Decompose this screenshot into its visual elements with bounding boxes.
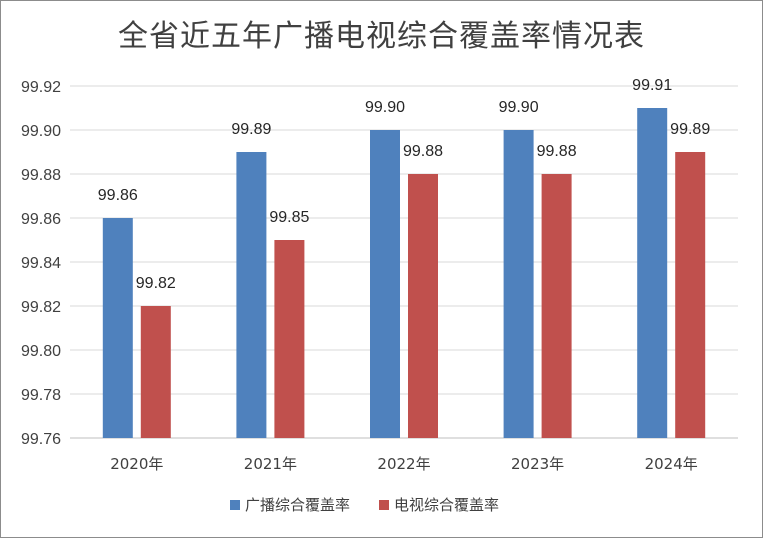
bar-broadcast bbox=[637, 108, 668, 438]
y-tick-label: 99.86 bbox=[21, 211, 61, 228]
bar-broadcast bbox=[503, 130, 534, 438]
x-tick-label: 2021年 bbox=[244, 455, 297, 473]
data-label: 99.89 bbox=[231, 121, 271, 138]
x-tick-label: 2023年 bbox=[511, 455, 564, 473]
legend-swatch bbox=[379, 500, 389, 510]
x-tick-label: 2024年 bbox=[645, 455, 698, 473]
legend-label: 广播综合覆盖率 bbox=[245, 496, 350, 514]
bar-tv bbox=[541, 174, 572, 438]
bar-tv bbox=[675, 152, 706, 438]
y-tick-label: 99.84 bbox=[21, 255, 61, 272]
data-label: 99.82 bbox=[136, 275, 176, 292]
data-label: 99.86 bbox=[98, 187, 138, 204]
data-label: 99.88 bbox=[537, 143, 577, 160]
bar-tv bbox=[408, 174, 438, 438]
y-tick-label: 99.88 bbox=[21, 167, 61, 184]
data-label: 99.85 bbox=[269, 209, 309, 226]
legend-label: 电视综合覆盖率 bbox=[394, 496, 499, 514]
data-label: 99.91 bbox=[632, 77, 672, 94]
bar-broadcast bbox=[370, 130, 400, 438]
y-tick-label: 99.82 bbox=[21, 299, 61, 316]
bar-broadcast bbox=[102, 218, 133, 438]
x-tick-label: 2020年 bbox=[110, 455, 163, 473]
y-tick-label: 99.80 bbox=[21, 343, 61, 360]
data-label: 99.89 bbox=[670, 121, 710, 138]
x-tick-label: 2022年 bbox=[377, 455, 430, 473]
y-tick-label: 99.90 bbox=[21, 123, 61, 140]
y-tick-label: 99.78 bbox=[21, 387, 61, 404]
bar-broadcast bbox=[236, 152, 267, 438]
data-label: 99.90 bbox=[365, 99, 405, 116]
bar-tv bbox=[274, 240, 305, 438]
chart-title: 全省近五年广播电视综合覆盖率情况表 bbox=[118, 19, 645, 54]
bar-tv bbox=[140, 306, 171, 438]
y-tick-label: 99.76 bbox=[21, 431, 61, 448]
y-tick-label: 99.92 bbox=[21, 79, 61, 96]
legend-swatch bbox=[230, 500, 240, 510]
data-label: 99.88 bbox=[403, 143, 443, 160]
data-label: 99.90 bbox=[499, 99, 539, 116]
